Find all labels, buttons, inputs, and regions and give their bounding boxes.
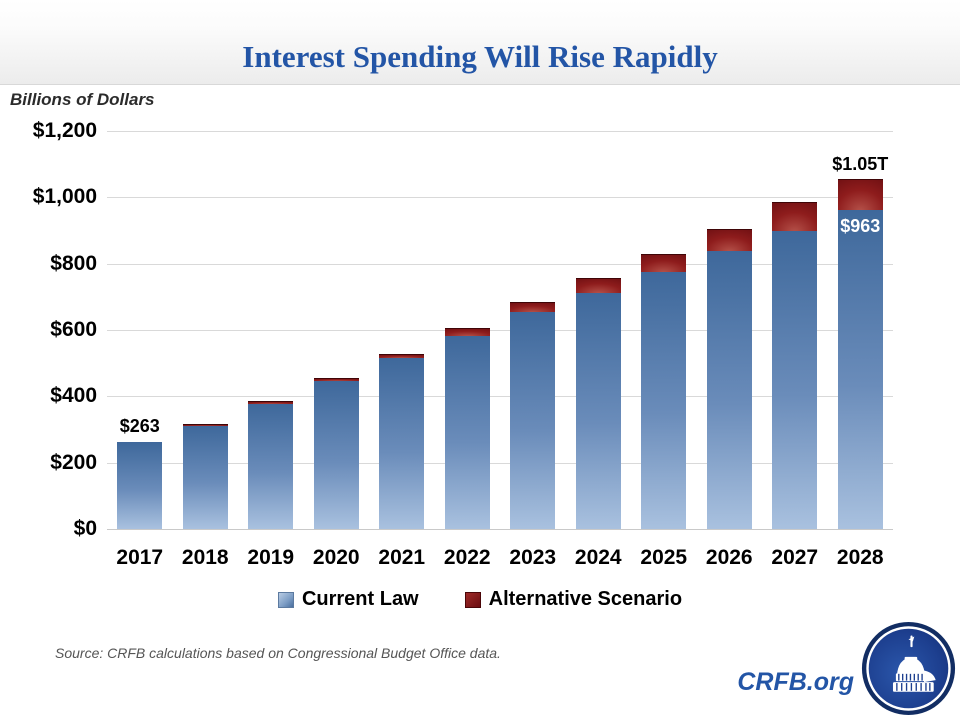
x-axis-label-2025: 2025 [640,546,688,569]
crfb-org-link[interactable]: CRFB.org [737,668,854,696]
data-label-inside-2028: $963 [840,215,881,236]
current-law-segment-2025[interactable] [641,272,687,529]
data-label-above-2017: $263 [119,415,160,436]
bar-slot-2025: 2025 [631,131,697,569]
y-axis-tick-label: $1,200 [32,119,97,142]
alternative-scenario-segment-2020[interactable] [313,378,359,381]
bar-2018[interactable] [182,423,228,529]
legend: Current Law Alternative Scenario [0,588,960,611]
plot-area: $263 2017 2018 2019 2020 2021 2022 2023 2024 2025… [107,131,894,569]
bar-2026[interactable] [706,228,752,529]
x-axis-label-2020: 2020 [312,546,360,569]
bar-slot-2019: 2019 [238,131,304,569]
gridline [107,131,893,132]
alternative-scenario-segment-2024[interactable] [575,278,621,293]
bar-slot-2017: $263 2017 [107,131,173,569]
bar-2021[interactable] [379,353,425,529]
bar-2017[interactable] [117,441,163,529]
current-law-segment-2027[interactable] [772,230,818,529]
page-title: Interest Spending Will Rise Rapidly [242,39,718,74]
alternative-scenario-segment-2028[interactable] [837,179,883,210]
gridline [107,263,893,265]
bar-slot-2026: 2026 [697,131,763,569]
current-law-segment-2020[interactable] [313,380,359,529]
legend-label: Alternative Scenario [488,588,683,610]
bar-slot-2023: 2023 [500,131,566,569]
current-law-segment-2024[interactable] [575,292,621,529]
gridline [107,396,893,398]
current-law-segment-2019[interactable] [248,404,294,529]
y-axis-tick-label: $0 [73,517,97,540]
bar-2025[interactable] [641,254,687,529]
bar-2024[interactable] [575,278,621,529]
alternative-scenario-segment-2026[interactable] [706,228,752,252]
axis-unit-label: Billions of Dollars [10,90,155,109]
bar-2023[interactable] [510,301,556,529]
bar-slot-2018: 2018 [173,131,239,569]
x-axis-label-2019: 2019 [247,546,295,569]
y-axis-tick-label: $600 [50,318,97,341]
x-axis-label-2028: 2028 [836,546,884,569]
current-law-segment-2021[interactable] [379,357,425,529]
bar-slot-2027: 2027 [762,131,828,569]
alternative-scenario-swatch-icon [464,591,481,608]
source-note: Source: CRFB calculations based on Congr… [55,645,501,661]
legend-item-alternative-scenario: Alternative Scenario [464,588,683,611]
gridline [107,197,893,199]
current-law-segment-2022[interactable] [444,335,490,529]
gridline [107,330,893,331]
gridline [107,462,893,464]
x-axis-label-2022: 2022 [443,546,491,569]
current-law-segment-2018[interactable] [182,426,228,529]
bar-2022[interactable] [444,328,490,529]
bar-2028[interactable]: $963 [837,179,883,529]
x-axis-label-2018: 2018 [181,546,229,569]
bar-slot-2022: 2022 [435,131,501,569]
legend-label: Current Law [301,588,419,610]
alternative-scenario-segment-2025[interactable] [641,254,687,272]
bar-series: $263 2017 2018 2019 2020 2021 2022 2023 2024 2025… [107,131,894,569]
alternative-scenario-segment-2022[interactable] [444,328,490,336]
x-axis-label-2027: 2027 [771,546,819,569]
bar-slot-2020: 2020 [304,131,370,569]
current-law-segment-2023[interactable] [510,312,556,529]
current-law-swatch-icon [277,591,294,608]
x-axis-line [107,529,893,530]
data-label-above-2028: $1.05T [832,154,889,175]
bar-slot-2024: 2024 [566,131,632,569]
current-law-segment-2017[interactable] [117,441,163,529]
alternative-scenario-segment-2019[interactable] [248,401,294,405]
current-law-segment-2028[interactable]: $963 [837,209,883,529]
alternative-scenario-segment-2027[interactable] [772,202,818,231]
y-axis-tick-label: $200 [50,450,97,474]
x-axis-label-2023: 2023 [509,546,557,569]
legend-item-current-law: Current Law [277,588,419,611]
bar-slot-2021: 2021 [369,131,435,569]
header-band: Interest Spending Will Rise Rapidly [0,0,960,85]
x-axis-label-2026: 2026 [705,546,753,569]
bar-2019[interactable] [248,401,294,529]
y-axis-tick-label: $400 [50,384,97,408]
x-axis-label-2021: 2021 [378,546,426,569]
bar-2020[interactable] [313,378,359,529]
current-law-segment-2026[interactable] [706,251,752,529]
x-axis-label-2017: 2017 [116,546,164,569]
bar-slot-2028: $1.05T 2028 $963 [828,131,894,569]
alternative-scenario-segment-2018[interactable] [182,423,228,427]
y-axis-tick-label: $1,000 [32,185,97,209]
x-axis-label-2024: 2024 [574,546,622,569]
alternative-scenario-segment-2023[interactable] [510,301,556,313]
capitol-dome-logo-icon [861,621,956,716]
bar-2027[interactable] [772,202,818,529]
alternative-scenario-segment-2021[interactable] [379,353,425,358]
y-axis-tick-label: $800 [50,251,97,275]
